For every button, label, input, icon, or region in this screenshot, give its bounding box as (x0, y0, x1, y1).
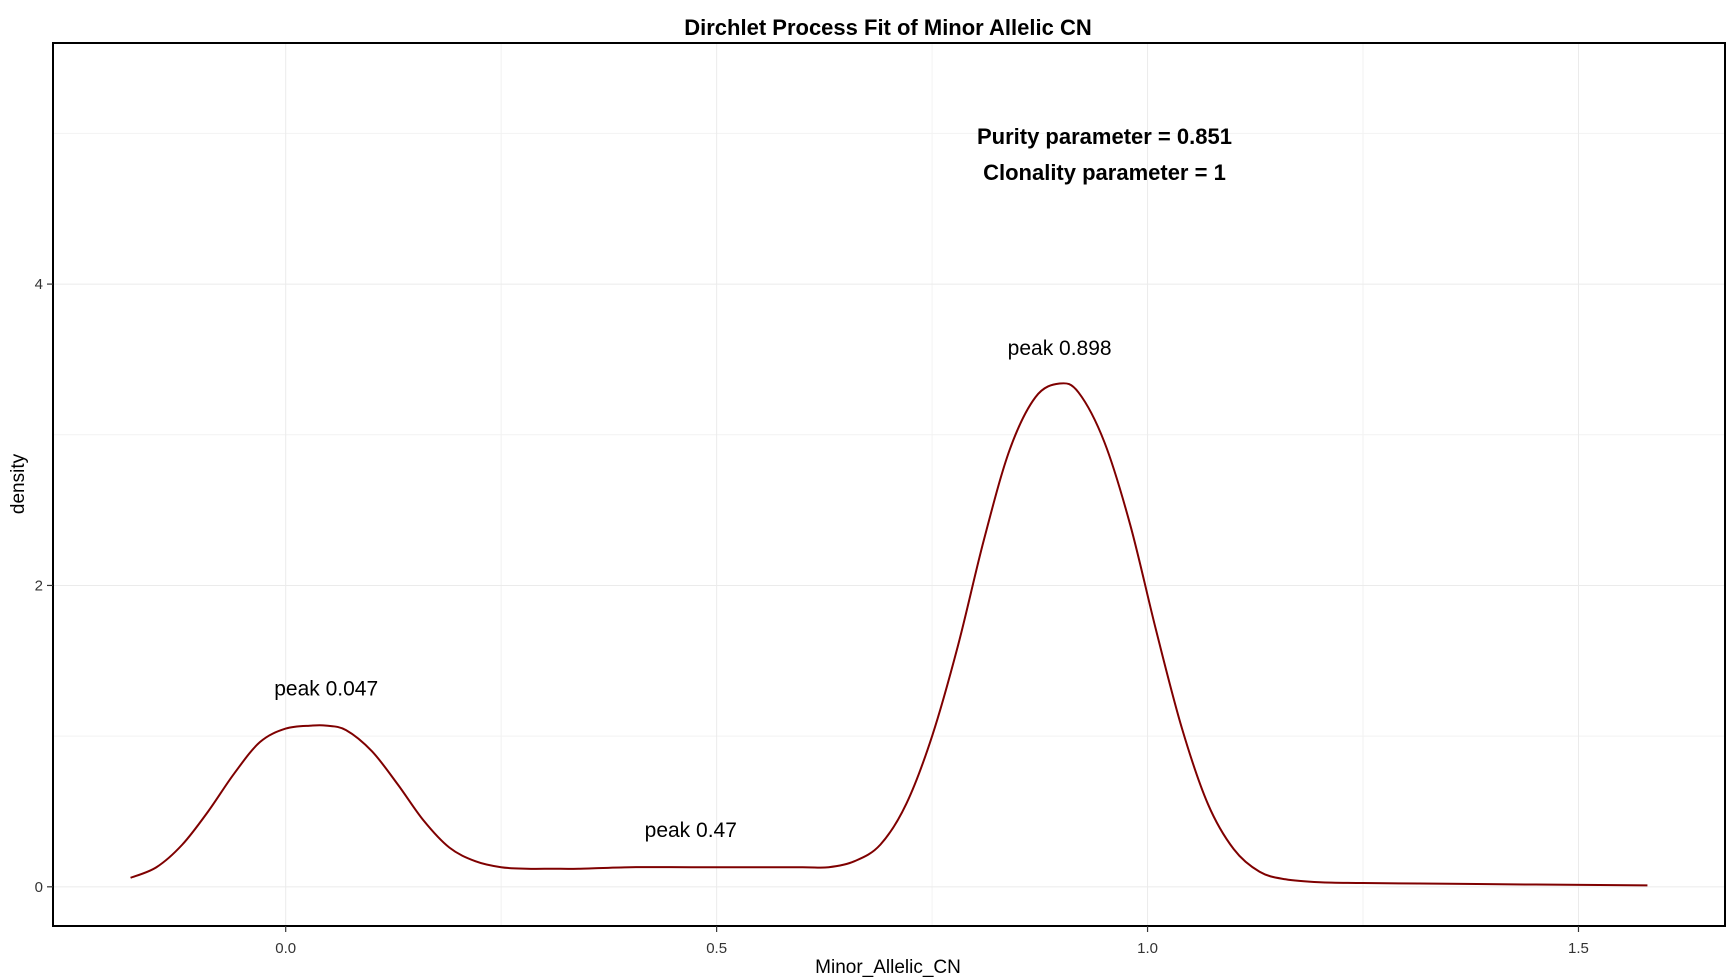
peak-label: peak 0.47 (645, 819, 737, 842)
density-series (130, 382, 1648, 887)
x-tick-label: 1.5 (1568, 940, 1589, 957)
x-axis-title: Minor_Allelic_CN (815, 957, 961, 977)
parameter-label: Purity parameter = 0.851 (977, 124, 1232, 149)
grid-lines (53, 43, 1725, 926)
chart-title: Dirchlet Process Fit of Minor Allelic CN (684, 15, 1091, 40)
x-tick-label: 1.0 (1137, 940, 1158, 957)
x-axis: 0.0 0.5 1.0 1.5 (275, 926, 1589, 957)
parameter-label: Clonality parameter = 1 (983, 160, 1226, 185)
x-tick-label: 0.0 (275, 940, 296, 957)
y-tick-label: 0 (35, 879, 43, 896)
y-axis-title: density (8, 453, 29, 514)
plot-panel-border (52, 42, 1726, 927)
peak-annotations: peak 0.047 peak 0.47 peak 0.898 Purity para… (274, 124, 1232, 842)
x-tick-label: 0.5 (706, 940, 727, 957)
y-axis: 0 2 4 (35, 276, 53, 896)
y-tick-label: 4 (35, 276, 43, 293)
peak-label: peak 0.047 (274, 677, 378, 700)
peak-label: peak 0.898 (1008, 337, 1112, 360)
density-line (130, 382, 1648, 887)
y-tick-label: 2 (35, 577, 43, 594)
